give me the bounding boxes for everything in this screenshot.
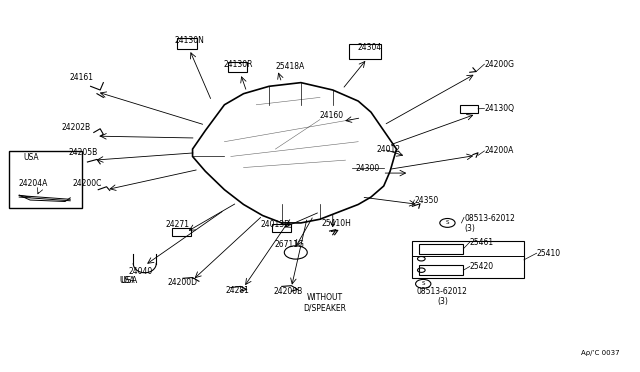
Bar [272,224,291,232]
Text: 24161: 24161 [69,73,93,81]
Text: 24200G: 24200G [484,60,515,69]
Text: 08513-62012: 08513-62012 [464,214,515,223]
Text: 25410H: 25410H [321,219,351,228]
Text: 24205B: 24205B [68,148,97,157]
Text: 24271: 24271 [165,220,189,229]
Text: 24130N: 24130N [175,36,204,45]
Text: 25461: 25461 [470,238,494,247]
Text: 24200D: 24200D [168,278,198,287]
Text: D/SPEAKER: D/SPEAKER [303,303,347,312]
Text: 24200B: 24200B [273,287,303,296]
Text: WITHOUT: WITHOUT [307,293,343,302]
Bar [172,228,191,236]
Text: 24012: 24012 [376,145,400,154]
Bar [412,241,524,278]
Text: 24200C: 24200C [73,179,102,187]
Bar [419,265,463,275]
Bar [228,62,246,71]
Text: 24160: 24160 [320,110,344,120]
Text: USA: USA [24,153,39,162]
Text: 24200A: 24200A [484,147,514,155]
Text: 25410: 25410 [537,249,561,258]
Text: S: S [445,221,449,225]
Text: 25418A: 25418A [275,61,305,71]
Text: 24130Q: 24130Q [484,104,515,113]
Text: 24350: 24350 [414,196,438,205]
Bar [9,151,83,208]
Text: USA: USA [119,276,135,285]
Bar [177,38,197,49]
Bar [419,244,463,254]
Text: 24202B: 24202B [62,123,91,132]
Text: 24130R: 24130R [224,60,253,69]
Bar [349,44,381,59]
Text: (3): (3) [464,224,475,233]
Bar [460,105,478,113]
Text: 24204A: 24204A [19,179,48,187]
Text: 24040: 24040 [128,267,152,276]
Text: 24281: 24281 [225,286,249,295]
Text: USA: USA [120,276,138,285]
Text: 25420: 25420 [470,262,494,271]
Text: 26711G: 26711G [275,240,305,249]
Text: S: S [422,281,425,286]
Text: 24300: 24300 [356,164,380,173]
Text: 08513-62012: 08513-62012 [417,287,468,296]
Text: 24013D: 24013D [260,220,291,229]
Text: Aρ/’C 0037: Aρ/’C 0037 [581,350,620,356]
Text: 24304: 24304 [358,43,382,52]
Text: (3): (3) [437,297,448,306]
